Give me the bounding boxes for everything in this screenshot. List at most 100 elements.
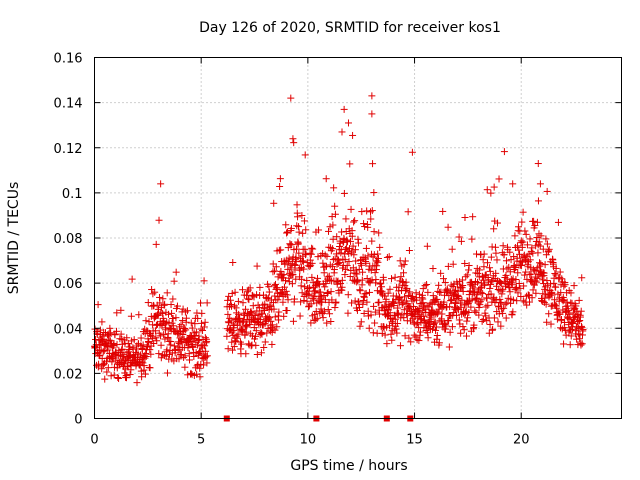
- data-point: [169, 295, 177, 303]
- data-point: [290, 139, 298, 147]
- data-point: [310, 293, 318, 301]
- data-point: [227, 301, 235, 309]
- data-point: [233, 334, 241, 342]
- data-point: [550, 274, 558, 282]
- data-point: [167, 301, 175, 309]
- data-point: [107, 329, 115, 337]
- data-point: [465, 266, 473, 274]
- data-point: [325, 227, 333, 235]
- data-point: [385, 253, 393, 261]
- data-point: [499, 242, 507, 250]
- data-point: [465, 291, 473, 299]
- data-point: [399, 299, 407, 307]
- data-point: [268, 340, 276, 348]
- y-tick-label: 0.14: [54, 97, 83, 112]
- data-point: [319, 259, 327, 267]
- data-point: [500, 148, 508, 156]
- data-point: [444, 223, 452, 231]
- data-point: [338, 128, 346, 136]
- data-point: [292, 275, 300, 283]
- data-point: [339, 238, 347, 246]
- data-point: [522, 268, 530, 276]
- data-point: [552, 264, 560, 272]
- data-point: [288, 280, 296, 288]
- data-point: [355, 303, 363, 311]
- data-point: [275, 308, 283, 316]
- data-point: [445, 317, 453, 325]
- data-point: [503, 299, 511, 307]
- data-point: [374, 254, 382, 262]
- data-point: [181, 352, 189, 360]
- data-point: [468, 235, 476, 243]
- data-point: [279, 298, 287, 306]
- data-point: [333, 278, 341, 286]
- data-point: [468, 279, 476, 287]
- data-point: [518, 261, 526, 269]
- data-point: [416, 331, 424, 339]
- x-tick-label: 10: [300, 433, 317, 448]
- data-point: [200, 323, 208, 331]
- data-point: [569, 319, 577, 327]
- data-point: [274, 296, 282, 304]
- data-point: [375, 229, 383, 237]
- data-point: [575, 296, 583, 304]
- data-point: [188, 324, 196, 332]
- data-point: [444, 262, 452, 270]
- data-point: [284, 228, 292, 236]
- data-point: [128, 275, 136, 283]
- data-point: [349, 131, 357, 139]
- data-point: [352, 266, 360, 274]
- data-point: [551, 296, 559, 304]
- data-point: [558, 275, 566, 283]
- data-point: [506, 288, 514, 296]
- data-point: [152, 240, 160, 248]
- data-point: [330, 265, 338, 273]
- data-point: [401, 332, 409, 340]
- data-point: [576, 316, 584, 324]
- data-point: [277, 267, 285, 275]
- data-point: [448, 245, 456, 253]
- data-point: [510, 253, 518, 261]
- data-point: [338, 276, 346, 284]
- data-point: [367, 208, 375, 216]
- data-point: [567, 289, 575, 297]
- data-point: [384, 289, 392, 297]
- data-point: [238, 286, 246, 294]
- data-point: [513, 297, 521, 305]
- data-point: [455, 316, 463, 324]
- data-point: [164, 330, 172, 338]
- data-point: [238, 318, 246, 326]
- data-point: [99, 348, 107, 356]
- data-point: [195, 348, 203, 356]
- data-point: [427, 315, 435, 323]
- data-point: [203, 359, 211, 367]
- data-point: [419, 299, 427, 307]
- data-point: [476, 266, 484, 274]
- data-point: [323, 319, 331, 327]
- data-point: [556, 268, 564, 276]
- data-point: [453, 311, 461, 319]
- data-point: [105, 336, 113, 344]
- data-point: [317, 288, 325, 296]
- data-point: [457, 237, 465, 245]
- data-point: [146, 364, 154, 372]
- data-point: [386, 285, 394, 293]
- data-point: [291, 261, 299, 269]
- data-point: [135, 311, 143, 319]
- data-point: [271, 313, 279, 321]
- data-point: [386, 309, 394, 317]
- data-point: [199, 326, 207, 334]
- data-point: [315, 226, 323, 234]
- data-point: [456, 299, 464, 307]
- data-point: [519, 238, 527, 246]
- data-point: [294, 239, 302, 247]
- data-point: [448, 296, 456, 304]
- data-point: [246, 284, 254, 292]
- data-point: [138, 358, 146, 366]
- data-point: [349, 242, 357, 250]
- data-point: [400, 314, 408, 322]
- data-point: [295, 223, 303, 231]
- data-point: [367, 215, 375, 223]
- data-point: [253, 262, 261, 270]
- data-point: [543, 240, 551, 248]
